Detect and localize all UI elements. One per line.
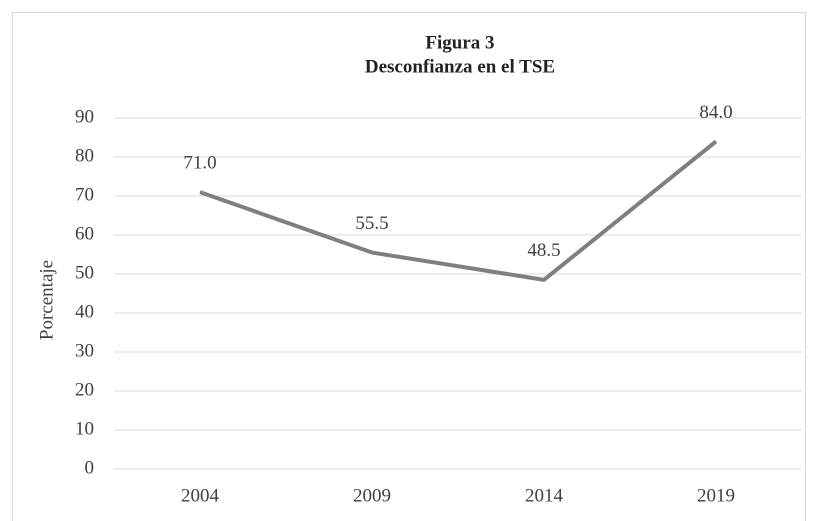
x-tick-label: 2004 [181,485,220,506]
x-tick-label: 2019 [697,485,735,506]
y-tick-label: 40 [75,301,94,322]
y-tick-label: 30 [75,340,94,361]
data-label: 71.0 [183,152,216,173]
data-label: 48.5 [527,240,560,261]
y-tick-label: 0 [85,457,95,478]
chart-subtitle: Desconfianza en el TSE [365,56,555,77]
chart-frame [12,12,806,521]
y-tick-label: 70 [75,184,94,205]
y-tick-label: 10 [75,418,94,439]
data-line [199,139,718,282]
y-tick-label: 60 [75,223,94,244]
x-tick-label: 2014 [525,485,564,506]
data-label: 84.0 [699,102,732,123]
y-tick-label: 80 [75,145,94,166]
x-tick-label: 2009 [353,485,391,506]
y-tick-label: 90 [75,106,94,127]
y-axis-label: Porcentaje [36,260,57,340]
y-tick-label: 50 [75,262,94,283]
chart-title: Figura 3 [425,32,494,53]
data-label: 55.5 [355,213,388,234]
y-tick-label: 20 [75,379,94,400]
